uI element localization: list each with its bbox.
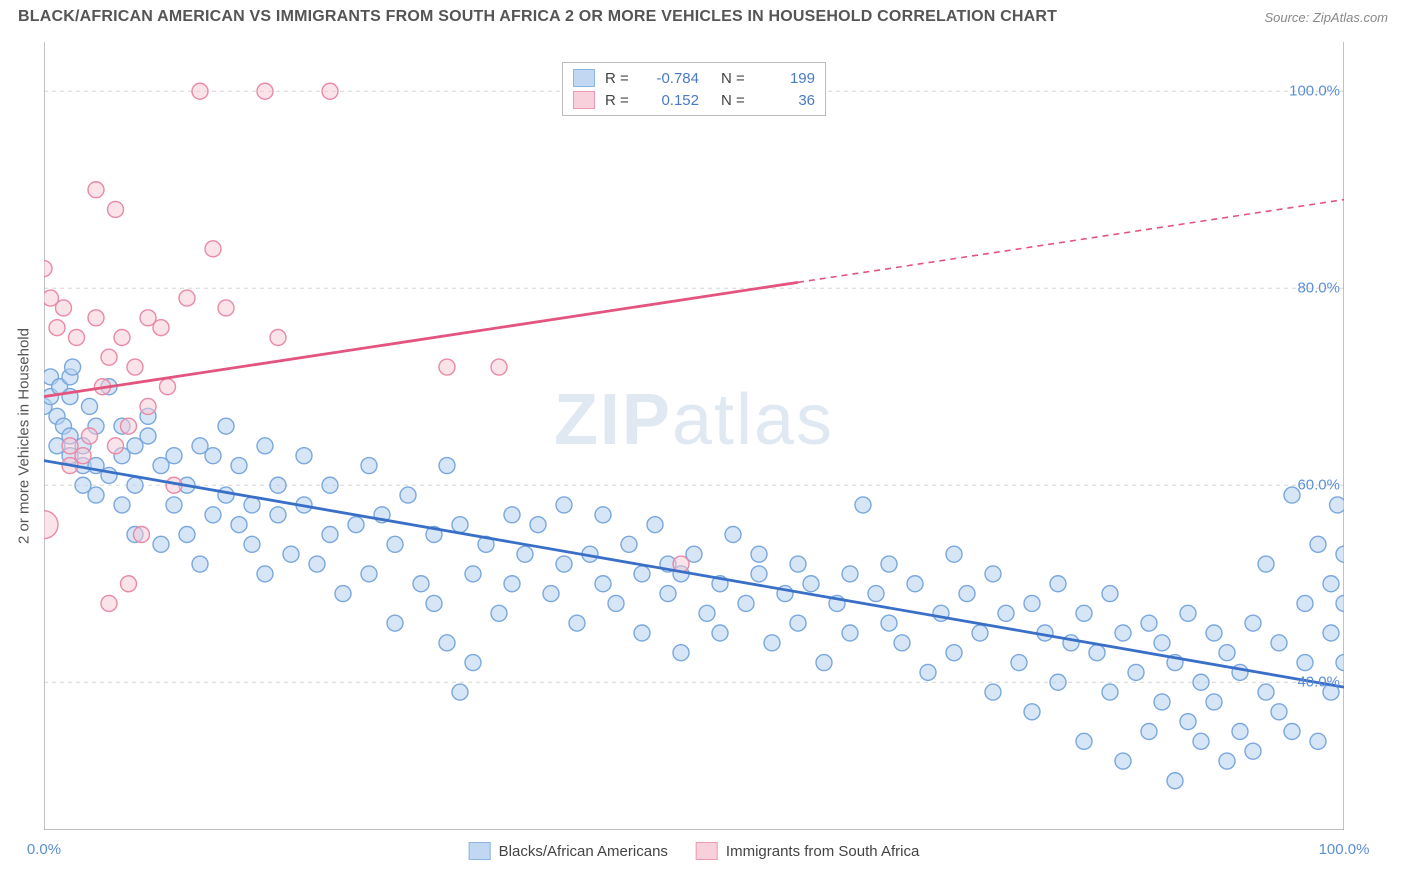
legend-swatch bbox=[573, 69, 595, 87]
y-tick-label: 60.0% bbox=[1297, 477, 1340, 494]
legend-item: Blacks/African Americans bbox=[469, 842, 668, 860]
legend-r-label: R = bbox=[605, 92, 639, 109]
legend-n-value: 36 bbox=[765, 92, 815, 109]
chart-title: BLACK/AFRICAN AMERICAN VS IMMIGRANTS FRO… bbox=[18, 8, 1057, 26]
series-legend: Blacks/African Americans Immigrants from … bbox=[469, 842, 920, 860]
y-tick-label: 100.0% bbox=[1289, 83, 1340, 100]
legend-label: Blacks/African Americans bbox=[499, 843, 668, 860]
y-tick-label: 40.0% bbox=[1297, 674, 1340, 691]
y-axis-label: 2 or more Vehicles in Household bbox=[16, 328, 33, 544]
scatter-plot bbox=[44, 42, 1344, 830]
correlation-legend: R = -0.784 N = 199 R = 0.152 N = 36 bbox=[562, 62, 826, 116]
x-tick-label: 100.0% bbox=[1319, 841, 1370, 858]
y-tick-label: 80.0% bbox=[1297, 280, 1340, 297]
x-tick-label: 0.0% bbox=[27, 841, 61, 858]
legend-item: Immigrants from South Africa bbox=[696, 842, 919, 860]
legend-label: Immigrants from South Africa bbox=[726, 843, 919, 860]
legend-swatch bbox=[696, 842, 718, 860]
legend-row: R = -0.784 N = 199 bbox=[573, 67, 815, 89]
legend-r-value: -0.784 bbox=[649, 70, 699, 87]
legend-n-value: 199 bbox=[765, 70, 815, 87]
chart-area: 2 or more Vehicles in Household ZIPatlas… bbox=[44, 42, 1344, 830]
legend-swatch bbox=[469, 842, 491, 860]
legend-r-label: R = bbox=[605, 70, 639, 87]
legend-row: R = 0.152 N = 36 bbox=[573, 89, 815, 111]
legend-n-label: N = bbox=[721, 70, 755, 87]
source-label: Source: ZipAtlas.com bbox=[1264, 10, 1388, 25]
title-bar: BLACK/AFRICAN AMERICAN VS IMMIGRANTS FRO… bbox=[0, 0, 1406, 32]
legend-swatch bbox=[573, 91, 595, 109]
legend-n-label: N = bbox=[721, 92, 755, 109]
legend-r-value: 0.152 bbox=[649, 92, 699, 109]
